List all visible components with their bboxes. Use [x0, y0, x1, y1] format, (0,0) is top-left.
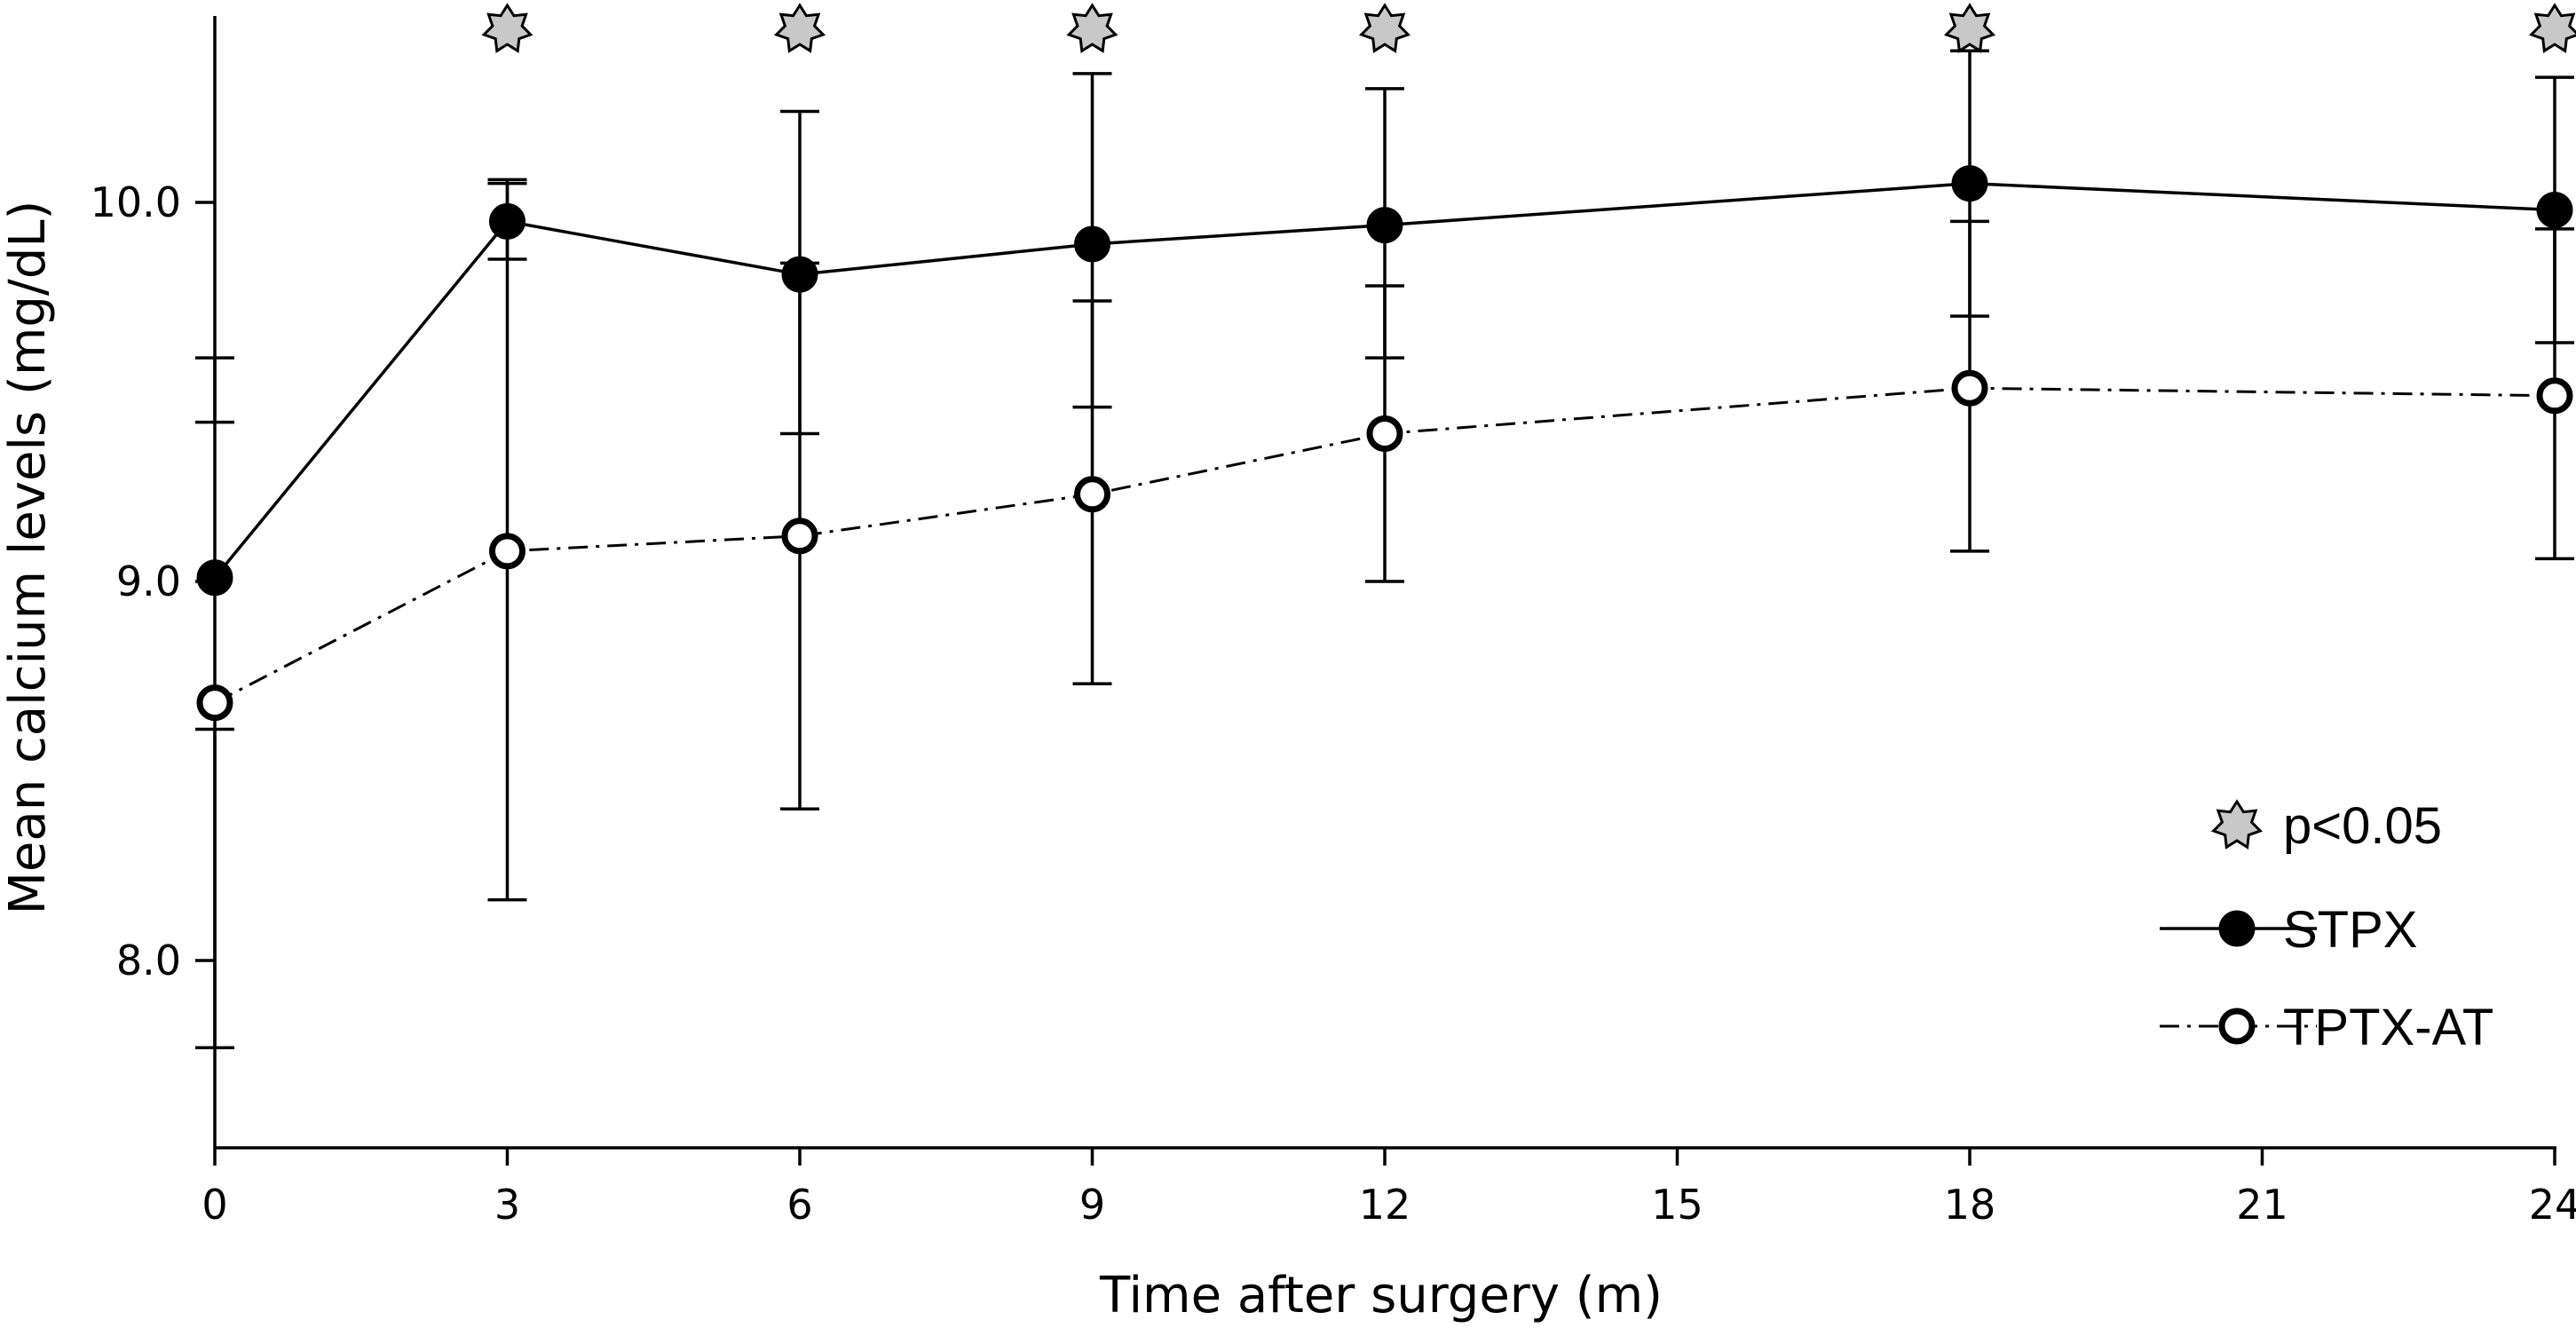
data-point-tptx-at	[1074, 476, 1110, 513]
data-point-stpx	[1074, 225, 1110, 263]
y-tick-label: 9.0	[116, 557, 181, 605]
legend-star-icon	[2210, 799, 2264, 850]
y-tick-label: 8.0	[116, 937, 181, 984]
x-tick-label: 0	[201, 1181, 227, 1229]
axes: 0 3 6 9 12 15 18 21 24 8.0 9.0 10.0	[91, 16, 2576, 1229]
x-axis-title: Time after surgery (m)	[1099, 1267, 1663, 1324]
significance-star-icon	[1943, 3, 1996, 53]
data-point-stpx	[196, 559, 233, 597]
legend-label-stpx: STPX	[2283, 901, 2418, 959]
data-point-tptx-at	[781, 518, 818, 555]
markers	[196, 165, 2573, 722]
data-point-tptx-at	[1366, 415, 1403, 452]
significance-stars	[481, 3, 2576, 53]
significance-star-icon	[481, 3, 533, 53]
data-point-stpx	[781, 256, 818, 293]
x-tick-label: 18	[1944, 1181, 1996, 1229]
legend-marker-stpx	[2218, 910, 2256, 947]
x-tick-label: 12	[1359, 1181, 1411, 1229]
data-point-tptx-at	[2536, 377, 2573, 415]
significance-star-icon	[1066, 3, 1118, 53]
data-point-stpx	[489, 202, 525, 240]
x-tick-label: 9	[1079, 1181, 1105, 1229]
x-tick-label: 24	[2529, 1181, 2576, 1229]
data-point-tptx-at	[1951, 369, 1988, 407]
data-point-stpx	[1951, 165, 1988, 202]
legend: p<0.05 STPX TPTX-AT	[2160, 797, 2493, 1056]
significance-star-icon	[773, 3, 826, 53]
legend-label-tptx: TPTX-AT	[2283, 999, 2493, 1056]
y-axis-title: Mean calcium levels (mg/dL)	[0, 201, 57, 915]
data-point-tptx-at	[489, 533, 525, 570]
legend-marker-tptx	[2218, 1008, 2256, 1045]
x-tick-label: 6	[786, 1181, 812, 1229]
legend-label-significance: p<0.05	[2283, 797, 2442, 855]
y-tick-label: 10.0	[91, 178, 181, 226]
data-point-tptx-at	[196, 684, 233, 722]
x-tick-label: 21	[2236, 1181, 2288, 1229]
data-point-stpx	[2536, 192, 2573, 229]
significance-star-icon	[2528, 3, 2576, 53]
data-point-stpx	[1366, 207, 1403, 244]
error-bars	[195, 49, 2574, 1049]
significance-star-icon	[1358, 3, 1411, 53]
x-tick-label: 3	[494, 1181, 520, 1229]
x-tick-label: 15	[1651, 1181, 1703, 1229]
